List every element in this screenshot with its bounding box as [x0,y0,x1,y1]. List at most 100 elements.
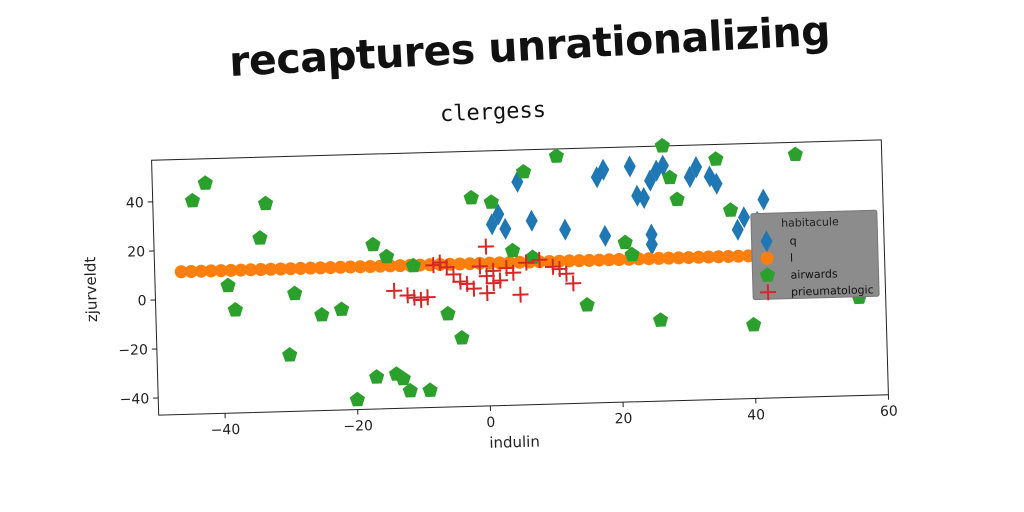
data-point-l [343,260,357,274]
data-point-l [453,257,467,271]
data-point-airwards [669,191,685,207]
data-point-l [602,253,616,267]
data-point-l [304,261,318,275]
data-point-airwards [365,236,381,252]
data-point-prieumatologic [471,258,488,275]
data-point-airwards [378,248,395,264]
legend: habitacule ql airwards prieumatologic [750,209,880,301]
x-tick-label: 40 [747,407,765,423]
data-point-q [690,156,703,179]
data-point-l [224,263,238,277]
data-point-airwards [282,347,298,362]
x-tick-label: 20 [614,411,632,427]
data-point-q [731,218,744,241]
data-point-prieumatologic [438,259,455,276]
data-point-prieumatologic [477,238,494,255]
data-point-l [254,263,268,277]
data-point-l [652,251,666,265]
data-point-l [194,264,208,278]
data-point-l [363,259,377,273]
data-point-l [731,249,745,263]
data-point-airwards [405,257,421,273]
data-point-airwards [402,382,418,398]
data-point-l [712,250,726,264]
data-point-prieumatologic [512,286,529,303]
data-point-l [314,261,328,275]
data-point-q [738,206,751,229]
data-point-airwards [463,189,479,205]
data-point-q [485,213,498,236]
data-point-airwards [227,301,243,317]
data-point-l [323,261,337,275]
data-point-q [623,155,636,178]
data-point-q [492,203,505,226]
data-point-prieumatologic [492,272,509,289]
data-point-airwards [369,369,385,384]
data-point-prieumatologic [479,285,496,302]
legend-box [750,209,880,301]
data-point-prieumatologic [485,275,502,292]
data-point-airwards [787,146,803,162]
series-airwards [184,137,867,407]
data-point-l [204,264,218,278]
data-point-airwards [252,230,268,245]
data-point-q [710,172,723,195]
data-point-l [174,265,188,279]
data-point-airwards [624,246,640,262]
data-point-prieumatologic [465,280,482,297]
legend-title: habitacule [781,215,839,230]
data-point-l [284,262,298,276]
data-point-airwards [708,151,724,166]
data-point-l [393,259,407,273]
data-point-prieumatologic [413,291,430,308]
data-point-prieumatologic [531,251,548,268]
data-point-l [294,261,308,275]
data-point-prieumatologic [558,265,575,282]
y-tick-label: −40 [119,391,149,408]
data-point-prieumatologic [452,273,469,290]
data-point-q [637,187,650,209]
data-point-l [572,254,586,268]
y-tick-label: 20 [127,244,145,260]
data-point-l [184,264,198,278]
data-point-l [672,251,686,265]
data-point-prieumatologic [565,275,582,292]
data-point-prieumatologic [544,258,561,275]
data-point-l [244,263,258,277]
x-tick-label: −20 [343,418,373,435]
data-point-airwards [287,285,303,301]
data-point-airwards [349,391,365,407]
x-tick-label: 60 [880,404,898,420]
data-point-q [650,159,663,182]
data-point-l [692,250,706,264]
data-point-q [599,224,612,247]
plot-frame [151,139,889,416]
data-point-prieumatologic [445,266,462,283]
data-point-prieumatologic [518,254,535,271]
data-point-prieumatologic [425,257,442,274]
data-point-l [592,253,606,267]
data-point-q [597,158,610,181]
data-point-airwards [579,297,595,312]
data-point-q [499,217,512,240]
data-point-q [645,223,658,246]
data-point-airwards [314,306,330,322]
data-point-airwards [440,305,456,321]
data-point-l [493,256,507,270]
data-point-q [644,169,657,192]
data-point-l [353,260,367,274]
legend-marker-q [760,230,773,253]
data-point-l [274,262,288,276]
data-point-l [662,251,676,265]
y-axis-label: zjurveldt [81,256,101,322]
y-tick-label: −20 [118,342,148,359]
data-point-q [656,154,669,177]
data-point-l [214,264,228,278]
legend-label-prieumatologic: prieumatologic [791,283,874,298]
data-point-airwards [257,195,274,211]
series-prieumatologic [386,238,582,308]
data-point-airwards [333,301,350,317]
data-point-q [683,166,696,189]
y-tick-label: 40 [126,195,144,211]
